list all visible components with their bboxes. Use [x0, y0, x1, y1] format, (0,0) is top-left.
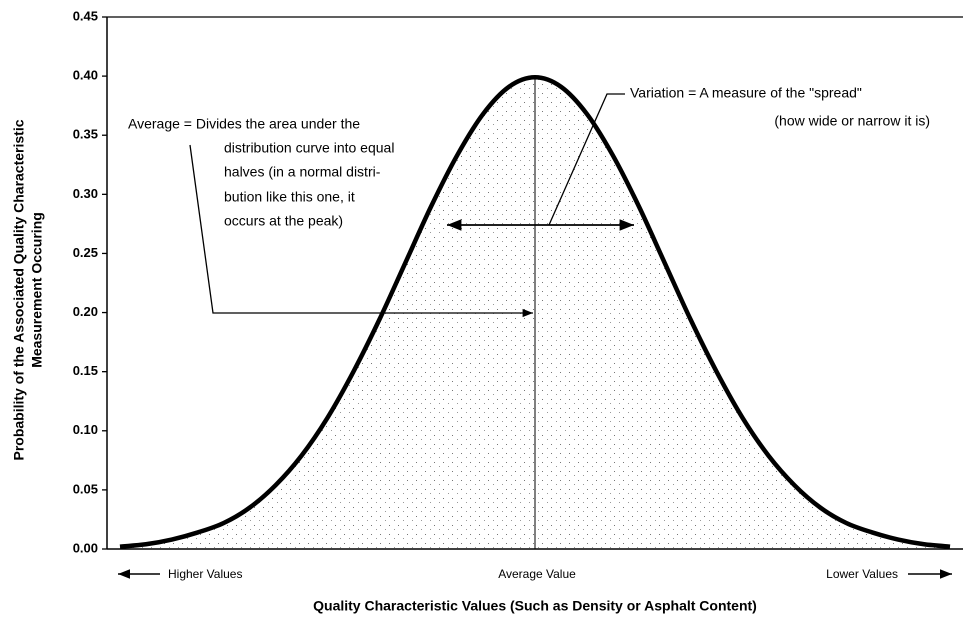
- y-tick-label: 0.35: [73, 127, 98, 142]
- axis-note: Lower Values: [826, 567, 898, 581]
- y-tick-label: 0.30: [73, 186, 98, 201]
- y-tick-label: 0.05: [73, 481, 98, 496]
- arrow: [548, 93, 625, 226]
- y-tick-label: 0.20: [73, 304, 98, 319]
- y-tick-label: 0.15: [73, 363, 98, 378]
- annotation: bution like this one, it: [224, 189, 355, 205]
- axis-note: Average Value: [498, 567, 576, 581]
- y-axis-label: Probability of the Associated Quality Ch…: [11, 119, 27, 460]
- y-tick-label: 0.10: [73, 422, 98, 437]
- annotation: Average = Divides the area under the: [128, 116, 360, 132]
- y-tick-label: 0.25: [73, 245, 98, 260]
- y-tick-label: 0.40: [73, 68, 98, 83]
- y-tick-label: 0.45: [73, 8, 98, 23]
- arrow: [189, 144, 533, 318]
- y-axis-label: Measurement Occuring: [29, 212, 45, 368]
- plot-area: 0.00 0.05 0.10 0.15 0.20 0.25 0.30 0.35 0.40 0.45: [73, 8, 963, 555]
- x-axis-label: Quality Characteristic Values (Such as D…: [313, 598, 757, 614]
- axis-note: Higher Values: [168, 567, 242, 581]
- annotation: (how wide or narrow it is): [774, 113, 930, 129]
- annotation: halves (in a normal distri-: [224, 164, 381, 180]
- curve: [119, 75, 951, 549]
- y-tick-label: 0.00: [73, 540, 98, 555]
- annotation: distribution curve into equal: [224, 140, 394, 156]
- annotation: Variation = A measure of the "spread": [630, 85, 862, 101]
- annotation: occurs at the peak): [224, 213, 343, 229]
